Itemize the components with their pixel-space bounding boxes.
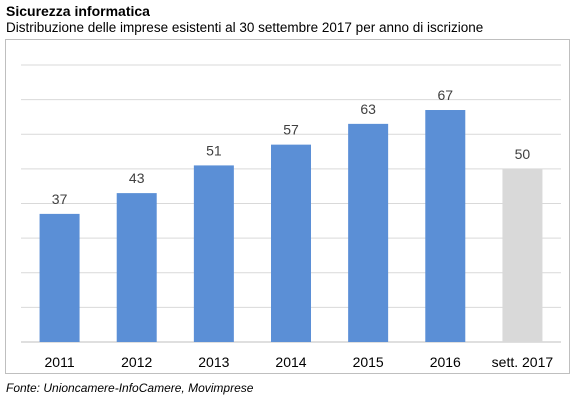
data-label: 50 [515,146,531,162]
data-label: 67 [437,87,453,103]
data-label: 63 [360,101,376,117]
source-note: Fonte: Unioncamere-InfoCamere, Movimpres… [6,381,254,395]
data-label: 57 [283,122,299,138]
x-tick-label: 2014 [275,354,306,370]
bar-2011 [39,213,80,342]
x-tick-label: 2011 [45,354,75,370]
data-label: 37 [52,191,68,207]
bar-sett-2017 [502,168,543,342]
x-tick-label: 2013 [198,354,229,370]
x-tick-label: 2016 [430,354,461,370]
x-tick-label: sett. 2017 [492,354,554,370]
bar-2016 [425,110,466,342]
bar-chart: 37 43 51 57 63 67 50 2011 2012 2013 2014 2015 2016 s… [21,64,561,370]
bar-2015 [348,123,389,342]
chart-frame: 37 43 51 57 63 67 50 2011 2012 2013 2014 2015 2016 s… [5,39,570,374]
bar-2013 [193,165,234,342]
chart-subtitle: Distribuzione delle imprese esistenti al… [6,20,484,35]
data-label: 51 [206,142,222,158]
data-labels: 37 43 51 57 63 67 50 [52,87,531,207]
bar-2012 [116,193,157,342]
data-label: 43 [129,170,145,186]
bars [39,110,543,342]
x-tick-labels: 2011 2012 2013 2014 2015 2016 sett. 2017 [45,354,554,370]
x-tick-label: 2015 [353,354,384,370]
bar-2014 [271,144,311,342]
chart-title: Sicurezza informatica [6,3,150,19]
x-tick-label: 2012 [121,354,152,370]
